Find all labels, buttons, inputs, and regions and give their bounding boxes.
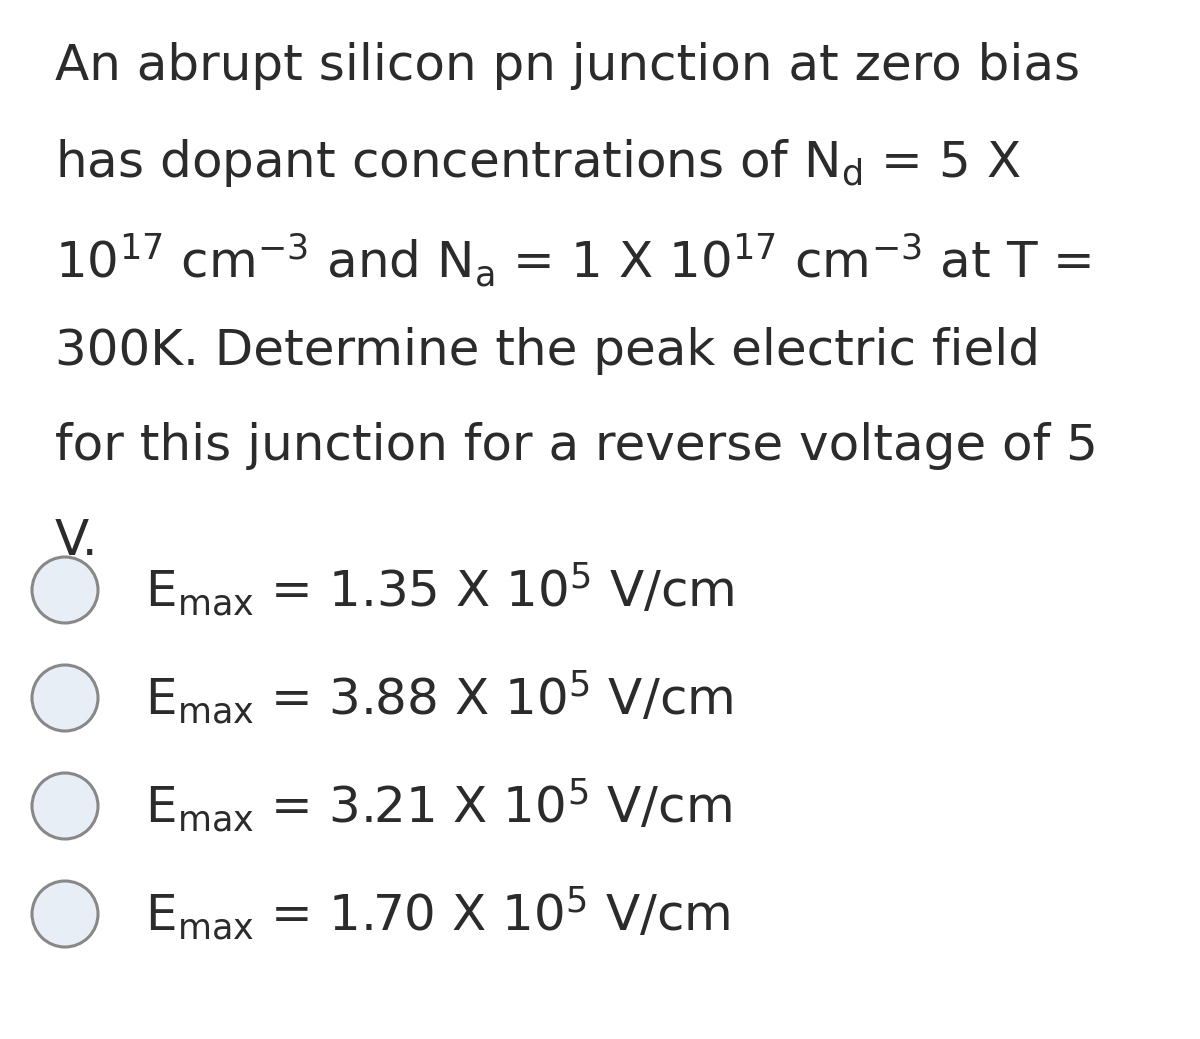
Text: E$_\mathregular{max}$ = 3.21 X 10$^\mathregular{5}$ V/cm: E$_\mathregular{max}$ = 3.21 X 10$^\math…: [145, 777, 732, 835]
Ellipse shape: [32, 665, 98, 731]
Text: for this junction for a reverse voltage of 5: for this junction for a reverse voltage …: [55, 422, 1098, 470]
Text: E$_\mathregular{max}$ = 3.88 X 10$^\mathregular{5}$ V/cm: E$_\mathregular{max}$ = 3.88 X 10$^\math…: [145, 669, 733, 727]
Ellipse shape: [32, 557, 98, 623]
Text: 300K. Determine the peak electric field: 300K. Determine the peak electric field: [55, 327, 1040, 375]
Text: E$_\mathregular{max}$ = 1.70 X 10$^\mathregular{5}$ V/cm: E$_\mathregular{max}$ = 1.70 X 10$^\math…: [145, 885, 731, 943]
Ellipse shape: [32, 773, 98, 840]
Text: V.: V.: [55, 517, 98, 565]
Text: An abrupt silicon pn junction at zero bias: An abrupt silicon pn junction at zero bi…: [55, 42, 1080, 90]
Ellipse shape: [32, 881, 98, 947]
Text: E$_\mathregular{max}$ = 1.35 X 10$^\mathregular{5}$ V/cm: E$_\mathregular{max}$ = 1.35 X 10$^\math…: [145, 561, 734, 619]
Text: has dopant concentrations of N$_\mathregular{d}$ = 5 X: has dopant concentrations of N$_\mathreg…: [55, 137, 1021, 189]
Text: 10$^\mathregular{17}$ cm$^\mathregular{-3}$ and N$_\mathregular{a}$ = 1 X 10$^\m: 10$^\mathregular{17}$ cm$^\mathregular{-…: [55, 232, 1091, 290]
